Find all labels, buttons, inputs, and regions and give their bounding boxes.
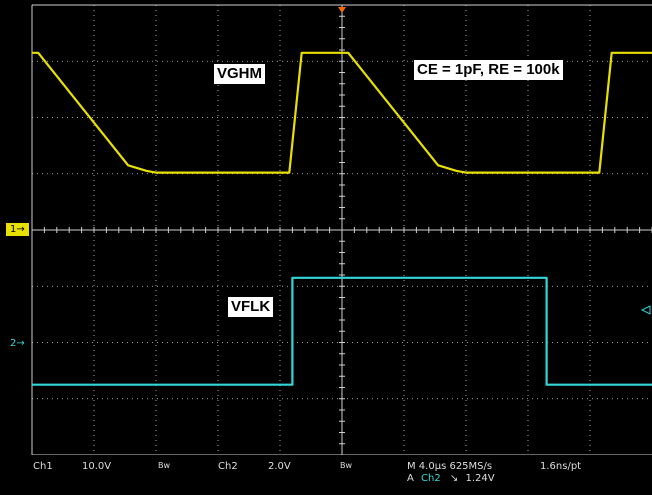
resolution-readout: 1.6ns/pt bbox=[540, 461, 582, 472]
ch2-bw-indicator: Bw bbox=[340, 461, 353, 470]
ch1-label: Ch1 bbox=[33, 461, 53, 472]
ch1-scale: 10.0V bbox=[82, 461, 112, 472]
ch2-ground-marker: 2→ bbox=[10, 338, 25, 349]
ch2-scale: 2.0V bbox=[268, 461, 291, 472]
ch2-label: Ch2 bbox=[218, 461, 238, 472]
trigger-prefix: A bbox=[407, 473, 414, 484]
vflk-label: VFLK bbox=[228, 297, 274, 317]
ch1-marker-label: 1 bbox=[10, 224, 17, 235]
vghm-label: VGHM bbox=[214, 64, 265, 84]
trigger-slope-icon: ↘ bbox=[449, 473, 459, 484]
conditions-label: CE = 1pF, RE = 100k bbox=[414, 60, 563, 80]
ch1-ground-marker: 1→ bbox=[6, 223, 29, 236]
ch1-bw-indicator: Bw bbox=[158, 461, 171, 470]
trace-vflk bbox=[32, 276, 652, 386]
trigger-readout: A Ch2 ↘ 1.24V bbox=[407, 473, 495, 484]
trigger-level: 1.24V bbox=[465, 473, 495, 484]
trigger-level-arrow bbox=[640, 305, 651, 315]
ch2-marker-label: 2 bbox=[10, 338, 17, 349]
status-bar: Ch1 10.0V Bw Ch2 2.0V Bw M 4.0µs 625MS/s… bbox=[0, 455, 652, 495]
timebase-readout: M 4.0µs 625MS/s bbox=[407, 461, 493, 472]
waveform-traces bbox=[32, 51, 652, 386]
trigger-source: Ch2 bbox=[421, 473, 441, 484]
trigger-position-marker bbox=[338, 7, 346, 13]
trace-vghm bbox=[32, 51, 652, 174]
